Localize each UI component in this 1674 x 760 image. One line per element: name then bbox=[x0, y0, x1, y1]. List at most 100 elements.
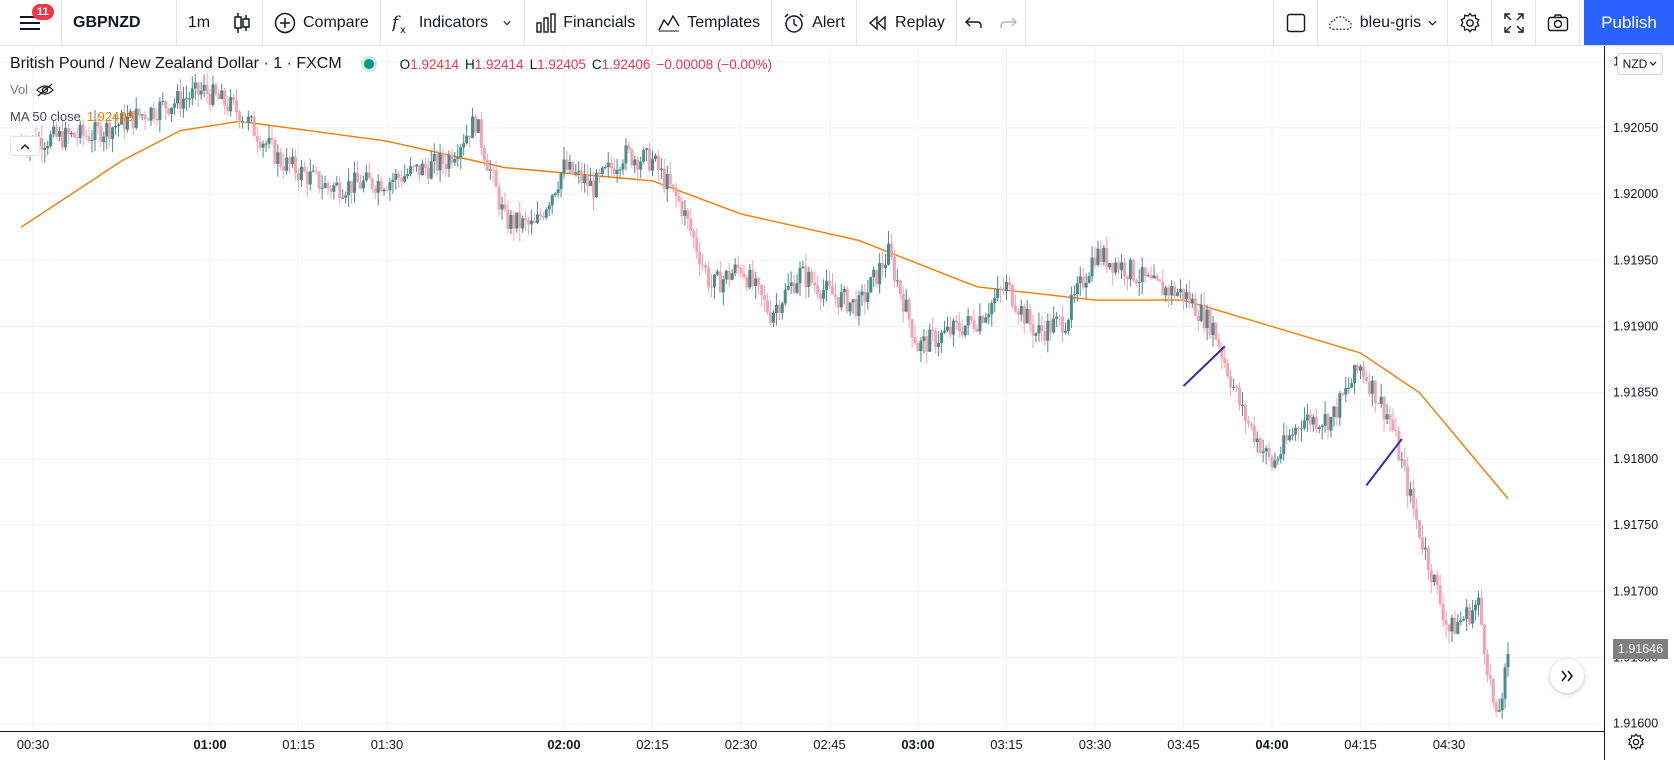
alarm-clock-icon bbox=[784, 12, 804, 33]
candle-body bbox=[574, 172, 578, 174]
candle-body bbox=[232, 97, 236, 101]
financials-button[interactable]: Financials bbox=[525, 0, 648, 45]
candle-body bbox=[40, 138, 44, 150]
x-tick-label: 04:00 bbox=[1255, 737, 1288, 752]
candle bbox=[925, 329, 929, 364]
candle bbox=[1285, 425, 1289, 445]
candle-body bbox=[353, 172, 357, 193]
candle-body bbox=[1479, 597, 1483, 625]
publish-button[interactable]: Publish bbox=[1584, 0, 1674, 45]
square-icon bbox=[1286, 13, 1305, 32]
candle-body bbox=[1252, 425, 1256, 443]
candle bbox=[1072, 285, 1076, 303]
candle-body bbox=[1055, 316, 1059, 319]
candle bbox=[394, 169, 398, 190]
scroll-to-realtime-button[interactable] bbox=[1550, 659, 1584, 693]
candle bbox=[1459, 611, 1463, 626]
eye-hidden-icon[interactable] bbox=[36, 83, 54, 97]
currency-select[interactable]: NZD bbox=[1617, 53, 1663, 75]
candle bbox=[1418, 519, 1421, 540]
candle-body bbox=[1155, 275, 1159, 280]
chart-settings-button[interactable] bbox=[1625, 731, 1647, 753]
candle bbox=[822, 279, 826, 307]
snapshot-button[interactable] bbox=[1536, 0, 1580, 45]
templates-button[interactable]: Templates bbox=[647, 0, 773, 45]
price-chart[interactable]: 1.916001.916501.917001.917501.918001.918… bbox=[0, 46, 1674, 760]
candle bbox=[267, 125, 271, 149]
candle-body bbox=[568, 161, 572, 170]
candle-body bbox=[1323, 414, 1327, 426]
candle bbox=[1491, 678, 1495, 708]
candle-body bbox=[774, 304, 778, 313]
candle bbox=[276, 144, 280, 177]
x-tick-label: 03:45 bbox=[1167, 737, 1200, 752]
candle-body bbox=[335, 182, 339, 186]
interval-button[interactable]: 1m bbox=[177, 0, 221, 45]
main-menu-button[interactable]: 11 bbox=[0, 0, 62, 45]
candle-body bbox=[987, 314, 991, 318]
candle-body bbox=[583, 175, 587, 183]
layout-toggle-button[interactable] bbox=[1274, 0, 1318, 45]
candle bbox=[807, 266, 811, 298]
candle bbox=[1238, 382, 1242, 411]
candle-body bbox=[72, 132, 76, 138]
candle bbox=[1040, 315, 1044, 342]
candle bbox=[184, 85, 188, 111]
candle-body bbox=[1420, 537, 1424, 550]
candle-body bbox=[1013, 306, 1017, 312]
ma-legend[interactable]: MA 50 close 1.92409 bbox=[10, 109, 134, 124]
candle bbox=[252, 111, 256, 137]
alert-button[interactable]: Alert bbox=[772, 0, 858, 45]
candle-body bbox=[344, 195, 348, 198]
layout-menu-button[interactable]: bleu-gris bbox=[1318, 0, 1448, 45]
candle-body bbox=[1468, 607, 1472, 624]
candle-body bbox=[453, 158, 457, 163]
candle-body bbox=[1350, 383, 1354, 388]
chart-type-button[interactable] bbox=[221, 0, 263, 45]
candle bbox=[721, 275, 725, 305]
candle-body bbox=[338, 182, 342, 199]
candle bbox=[199, 81, 203, 100]
undo-icon[interactable] bbox=[964, 16, 983, 30]
candle-body bbox=[1167, 287, 1171, 296]
candle-body bbox=[1364, 376, 1368, 382]
candle-body bbox=[875, 269, 879, 285]
candle bbox=[996, 276, 1000, 302]
market-status-dot[interactable] bbox=[363, 59, 374, 69]
candle bbox=[379, 176, 383, 193]
candle bbox=[63, 121, 67, 151]
candle bbox=[1087, 272, 1091, 284]
compare-button[interactable]: Compare bbox=[263, 0, 381, 45]
candle bbox=[193, 74, 197, 100]
candle-body bbox=[887, 243, 890, 265]
replay-button[interactable]: Replay bbox=[857, 0, 957, 45]
candle-body bbox=[1506, 653, 1510, 668]
candle-body bbox=[1435, 574, 1439, 586]
collapse-legend-button[interactable] bbox=[10, 136, 40, 156]
candle bbox=[718, 261, 722, 293]
candle bbox=[438, 144, 442, 182]
volume-legend[interactable]: Vol bbox=[10, 82, 54, 97]
candle bbox=[1503, 663, 1507, 709]
symbol-title[interactable]: British Pound / New Zealand Dollar · 1 ·… bbox=[10, 55, 342, 72]
indicators-button[interactable]: f x Indicators bbox=[381, 0, 526, 45]
candle bbox=[583, 163, 587, 193]
candle bbox=[1305, 404, 1309, 432]
candle bbox=[1412, 479, 1416, 518]
candle-body bbox=[432, 153, 436, 162]
candle-body bbox=[1258, 438, 1262, 453]
candle-body bbox=[1477, 597, 1480, 605]
candle-body bbox=[81, 124, 85, 136]
redo-icon[interactable] bbox=[999, 16, 1017, 30]
chevron-down-icon[interactable] bbox=[503, 19, 513, 27]
candle bbox=[1211, 316, 1215, 347]
fullscreen-button[interactable] bbox=[1492, 0, 1536, 45]
candle bbox=[627, 140, 631, 154]
candle bbox=[114, 114, 118, 136]
candle bbox=[677, 192, 681, 204]
candle bbox=[875, 269, 879, 287]
symbol-search-button[interactable]: GBPNZD bbox=[62, 0, 177, 45]
candle bbox=[1202, 291, 1206, 333]
settings-button[interactable] bbox=[1448, 0, 1492, 45]
notification-badge: 11 bbox=[32, 4, 54, 20]
